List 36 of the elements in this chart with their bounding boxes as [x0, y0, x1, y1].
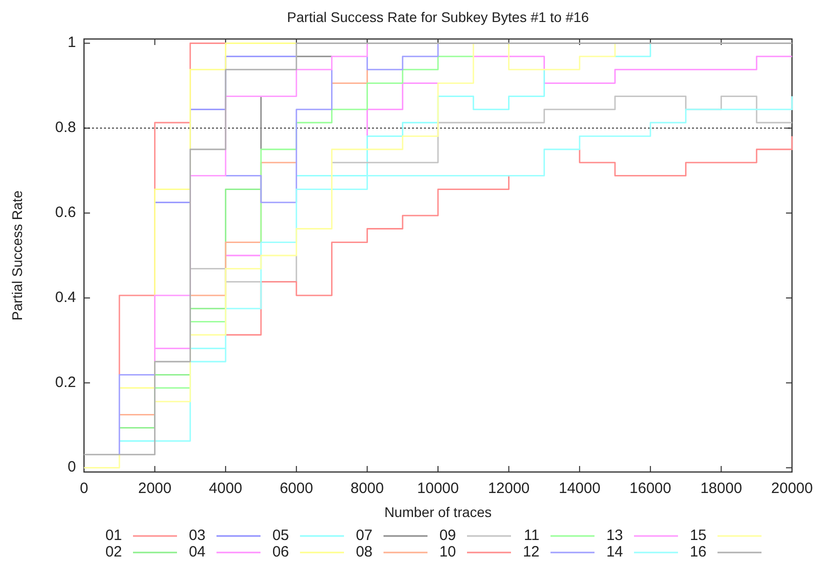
legend-label: 07: [356, 526, 372, 544]
x-tick-label: 6000: [280, 480, 314, 497]
chart-title: Partial Success Rate for Subkey Bytes #1 to #16: [287, 9, 590, 25]
y-tick-label: 1: [68, 34, 76, 52]
legend-label: 14: [606, 543, 623, 560]
y-tick-label: 0.8: [55, 119, 76, 136]
x-tick-label: 8000: [350, 480, 384, 497]
x-tick-label: 16000: [630, 480, 672, 497]
legend-label: 05: [272, 526, 289, 544]
legend-label: 12: [522, 543, 540, 560]
legend-label: 11: [524, 526, 540, 544]
legend-label: 15: [690, 526, 706, 544]
legend-label: 03: [188, 526, 206, 544]
legend-label: 13: [606, 526, 623, 544]
y-axis-title: Partial Success Rate: [9, 190, 25, 320]
y-tick-label: 0.4: [55, 288, 76, 306]
legend-label: 08: [356, 543, 372, 560]
x-tick-label: 0: [80, 480, 88, 497]
x-tick-label: 14000: [558, 480, 600, 497]
x-tick-label: 10000: [417, 480, 459, 497]
legend-label: 16: [690, 543, 706, 560]
legend-label: 06: [272, 543, 289, 560]
legend-label: 10: [439, 543, 456, 560]
y-tick-label: 0.2: [55, 374, 76, 391]
x-tick-label: 18000: [700, 480, 742, 497]
x-tick-label: 2000: [138, 480, 172, 497]
legend-label: 01: [105, 526, 122, 544]
y-tick-label: 0.6: [55, 204, 76, 222]
legend-label: 04: [188, 543, 206, 560]
legend-label: 09: [439, 526, 456, 544]
x-axis-title: Number of traces: [384, 504, 492, 520]
x-tick-label: 4000: [208, 480, 242, 497]
y-tick-label: 0: [68, 458, 76, 476]
x-tick-label: 12000: [488, 480, 530, 497]
legend-label: 02: [105, 543, 122, 560]
x-tick-label: 20000: [771, 480, 813, 497]
